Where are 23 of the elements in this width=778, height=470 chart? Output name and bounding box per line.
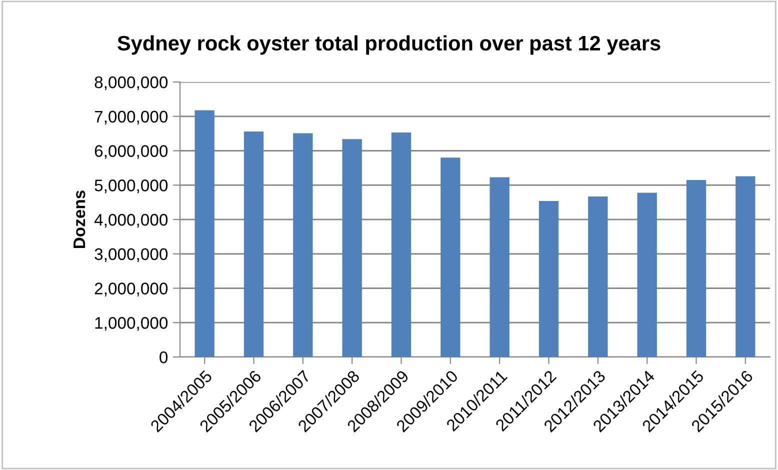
y-tick-label: 6,000,000 (94, 145, 168, 159)
bar (194, 110, 214, 357)
y-tick-label: 1,000,000 (95, 317, 168, 331)
chart-title: Sydney rock oyster total production over past 12 years (118, 35, 660, 55)
y-tick-label: 8,000,000 (94, 76, 168, 90)
y-tick-label: 0 (160, 351, 168, 364)
y-tick-label: 2,000,000 (94, 282, 168, 296)
bar (440, 158, 460, 357)
bar (244, 132, 264, 357)
y-tick-label: 7,000,000 (94, 110, 168, 125)
y-tick-label: 3,000,000 (94, 248, 168, 262)
y-axis-title: Dozens (74, 190, 86, 248)
bar (538, 200, 559, 357)
bar (391, 132, 412, 357)
bar (686, 180, 706, 357)
bar (736, 176, 756, 357)
bar (637, 192, 657, 357)
y-tick-label: 4,000,000 (94, 214, 168, 228)
y-tick-label: 5,000,000 (94, 180, 168, 194)
bar (588, 196, 608, 357)
bar (293, 133, 313, 357)
bar (342, 139, 362, 357)
bar (490, 177, 510, 357)
